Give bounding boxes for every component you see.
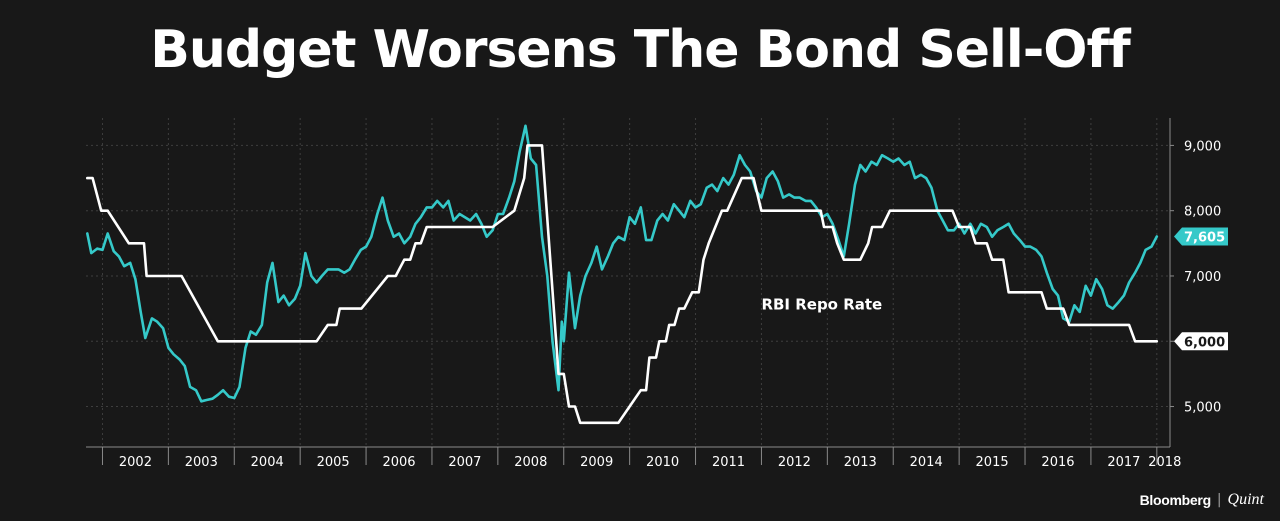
y-tick-label: 9,000 xyxy=(1184,139,1221,154)
y-tick-label: 7,000 xyxy=(1184,270,1221,285)
x-tick-label: 2016 xyxy=(1041,455,1074,470)
x-axis-ticks: 2002 2003 2004 2005 2006 2007 2008 2009 2010 2011… xyxy=(101,447,1181,470)
annotations: RBI Repo Rate xyxy=(761,295,882,313)
end-label-tag-repo xyxy=(1174,332,1228,351)
x-tick-label: 2013 xyxy=(844,455,877,470)
brand-name-bloomberg: Bloomberg xyxy=(1139,492,1212,508)
x-tick-label: 2017 xyxy=(1107,455,1140,470)
brand-logo: Bloomberg | Quint xyxy=(1140,491,1264,509)
x-tick-label: 2011 xyxy=(712,455,745,470)
x-tick-label: 2009 xyxy=(580,455,613,470)
end-label-yield: 7,605 xyxy=(1184,230,1225,245)
x-tick-label: 2014 xyxy=(910,455,943,470)
x-tick-label: 2005 xyxy=(317,455,350,470)
x-tick-label: 2004 xyxy=(251,455,284,470)
x-tick-label: 2006 xyxy=(382,455,415,470)
series-line-repo-rate xyxy=(86,144,1159,425)
y-tick-label: 8,000 xyxy=(1184,205,1221,220)
end-labels: 7,605 6,000 xyxy=(1174,227,1228,351)
series-line-yield xyxy=(86,124,1159,403)
brand-separator: | xyxy=(1216,492,1222,508)
series-lines xyxy=(86,124,1159,425)
x-tick-label: 2015 xyxy=(976,455,1009,470)
x-tick-label: 2002 xyxy=(119,455,152,470)
x-tick-label: 2012 xyxy=(778,455,811,470)
x-tick-label: 2008 xyxy=(514,455,547,470)
end-label-tag-yield xyxy=(1174,227,1228,246)
grid-vertical xyxy=(101,118,1158,447)
annotation-repo-rate: RBI Repo Rate xyxy=(761,295,882,313)
grid-horizontal xyxy=(86,144,1170,408)
end-label-repo: 6,000 xyxy=(1184,335,1225,350)
y-tick-label: 5,000 xyxy=(1184,401,1221,416)
brand-name-quint: Quint xyxy=(1227,491,1264,508)
x-tick-label: 2010 xyxy=(646,455,679,470)
chart-title: Budget Worsens The Bond Sell-Off xyxy=(150,20,1130,80)
x-tick-label: 2018 xyxy=(1148,455,1181,470)
x-tick-label: 2003 xyxy=(185,455,218,470)
x-tick-label: 2007 xyxy=(448,455,481,470)
